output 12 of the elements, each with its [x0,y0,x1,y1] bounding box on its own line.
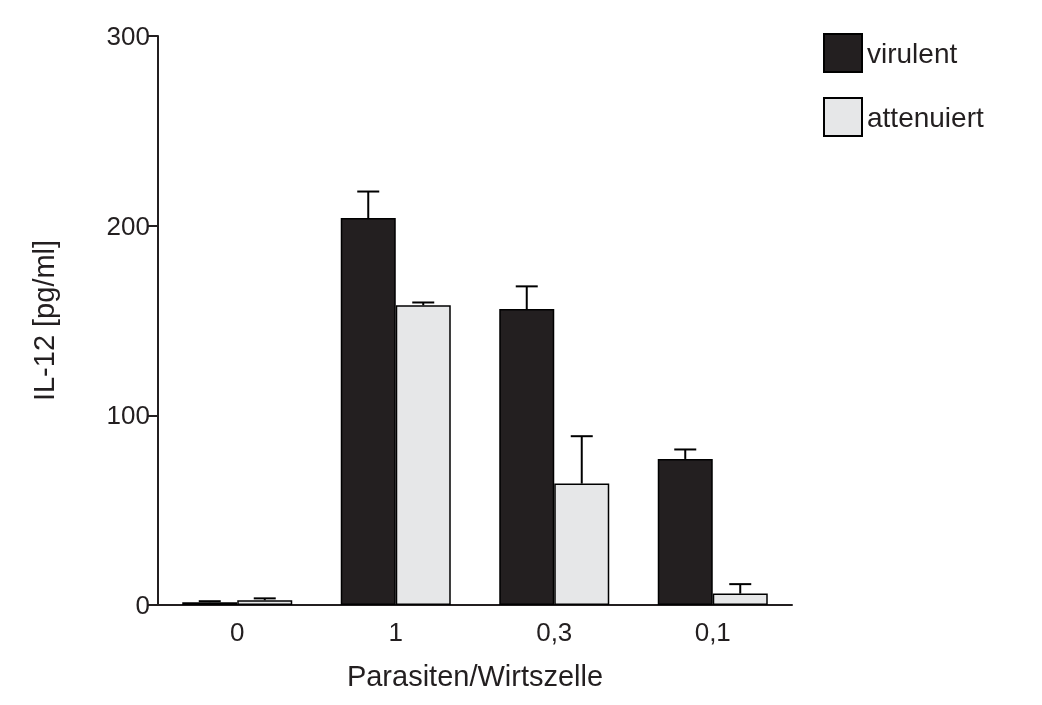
legend-label: attenuiert [867,101,984,133]
x-tick-label: 0,3 [536,617,573,647]
x-tick-label: 0 [230,617,245,647]
x-axis-title: Parasiten/Wirtszelle [346,659,604,692]
legend-label: virulent [867,37,958,69]
y-axis-title: IL-12 [pg/ml] [27,239,60,402]
y-tick-label: 100 [106,400,150,431]
y-tick-label: 0 [135,590,150,620]
x-tick-label: 0,1 [694,617,731,647]
y-tick-label: 200 [106,210,150,241]
y-tick-label: 300 [106,21,150,51]
x-tick-label: 1 [388,617,403,647]
